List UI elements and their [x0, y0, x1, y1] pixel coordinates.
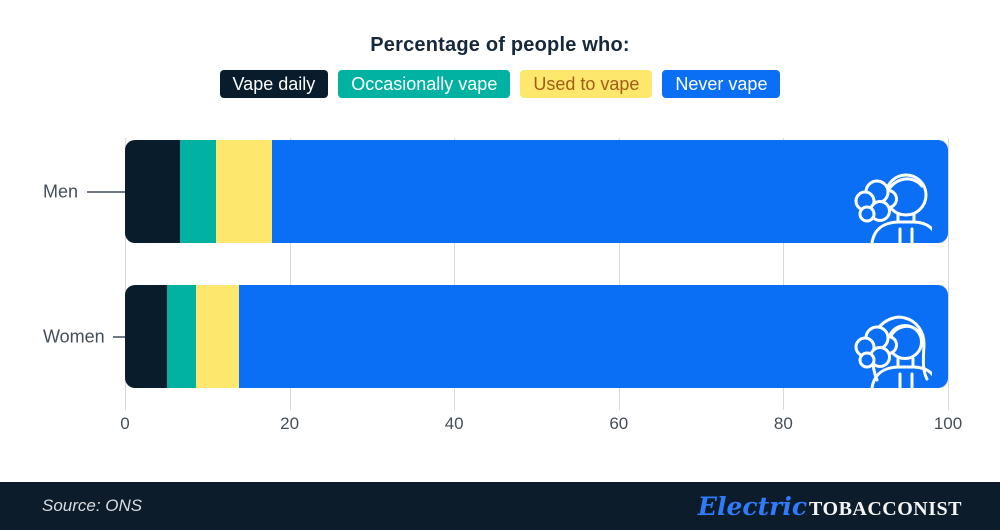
xtick-label-0: 0: [120, 414, 130, 433]
legend: Vape daily Occasionally vape Used to vape N…: [0, 70, 1000, 98]
gridline-80: [783, 138, 785, 410]
xtick-label-80: 80: [773, 414, 793, 433]
xtick-label-100: 100: [933, 414, 963, 433]
electric-tobacconist-logo: Electric TOBACCONIST: [698, 492, 962, 521]
gridline-0: [125, 138, 126, 410]
woman-vaping-icon: [854, 315, 932, 388]
segment-men-occasionally-vape: [180, 140, 217, 243]
gridline-60: [618, 138, 620, 410]
xtick-label-40: 40: [444, 414, 464, 433]
gridline-40: [454, 138, 456, 410]
logo-tobacconist-text: TOBACCONIST: [809, 497, 962, 520]
legend-item-used-to-vape[interactable]: Used to vape: [520, 70, 653, 98]
segment-women-never-vape: [238, 285, 948, 388]
segment-men-vape-daily: [125, 140, 181, 243]
legend-item-never-vape[interactable]: Never vape: [662, 70, 781, 98]
legend-item-occasionally-vape[interactable]: Occasionally vape: [338, 70, 511, 98]
ylabel-men: Men: [43, 181, 79, 201]
segment-women-used-to-vape: [195, 285, 239, 388]
gridline-20: [289, 138, 291, 410]
segment-men-never-vape: [272, 140, 948, 243]
ylabel-women: Women: [43, 326, 105, 346]
segment-women-vape-daily: [125, 285, 167, 388]
segment-men-used-to-vape: [216, 140, 273, 243]
logo-electric-text: Electric: [697, 491, 808, 521]
ytick-women: [113, 336, 125, 338]
bar-men-segments: [125, 140, 948, 243]
man-vaping-icon: [854, 173, 932, 243]
bar-women-segments: [125, 285, 948, 388]
xtick-label-20: 20: [280, 414, 300, 433]
source-label: Source: ONS: [42, 496, 143, 515]
plot-area: [125, 138, 949, 410]
ytick-men: [87, 191, 125, 193]
bar-men: [125, 140, 948, 243]
gridline-100: [948, 138, 949, 410]
footer: Source: ONS Electric TOBACCONIST: [0, 482, 1000, 530]
xtick-label-60: 60: [609, 414, 629, 433]
bar-women: [125, 285, 948, 388]
chart-title: Percentage of people who:: [370, 34, 630, 56]
legend-item-vape-daily[interactable]: Vape daily: [219, 70, 329, 98]
segment-women-occasionally-vape: [166, 285, 196, 388]
